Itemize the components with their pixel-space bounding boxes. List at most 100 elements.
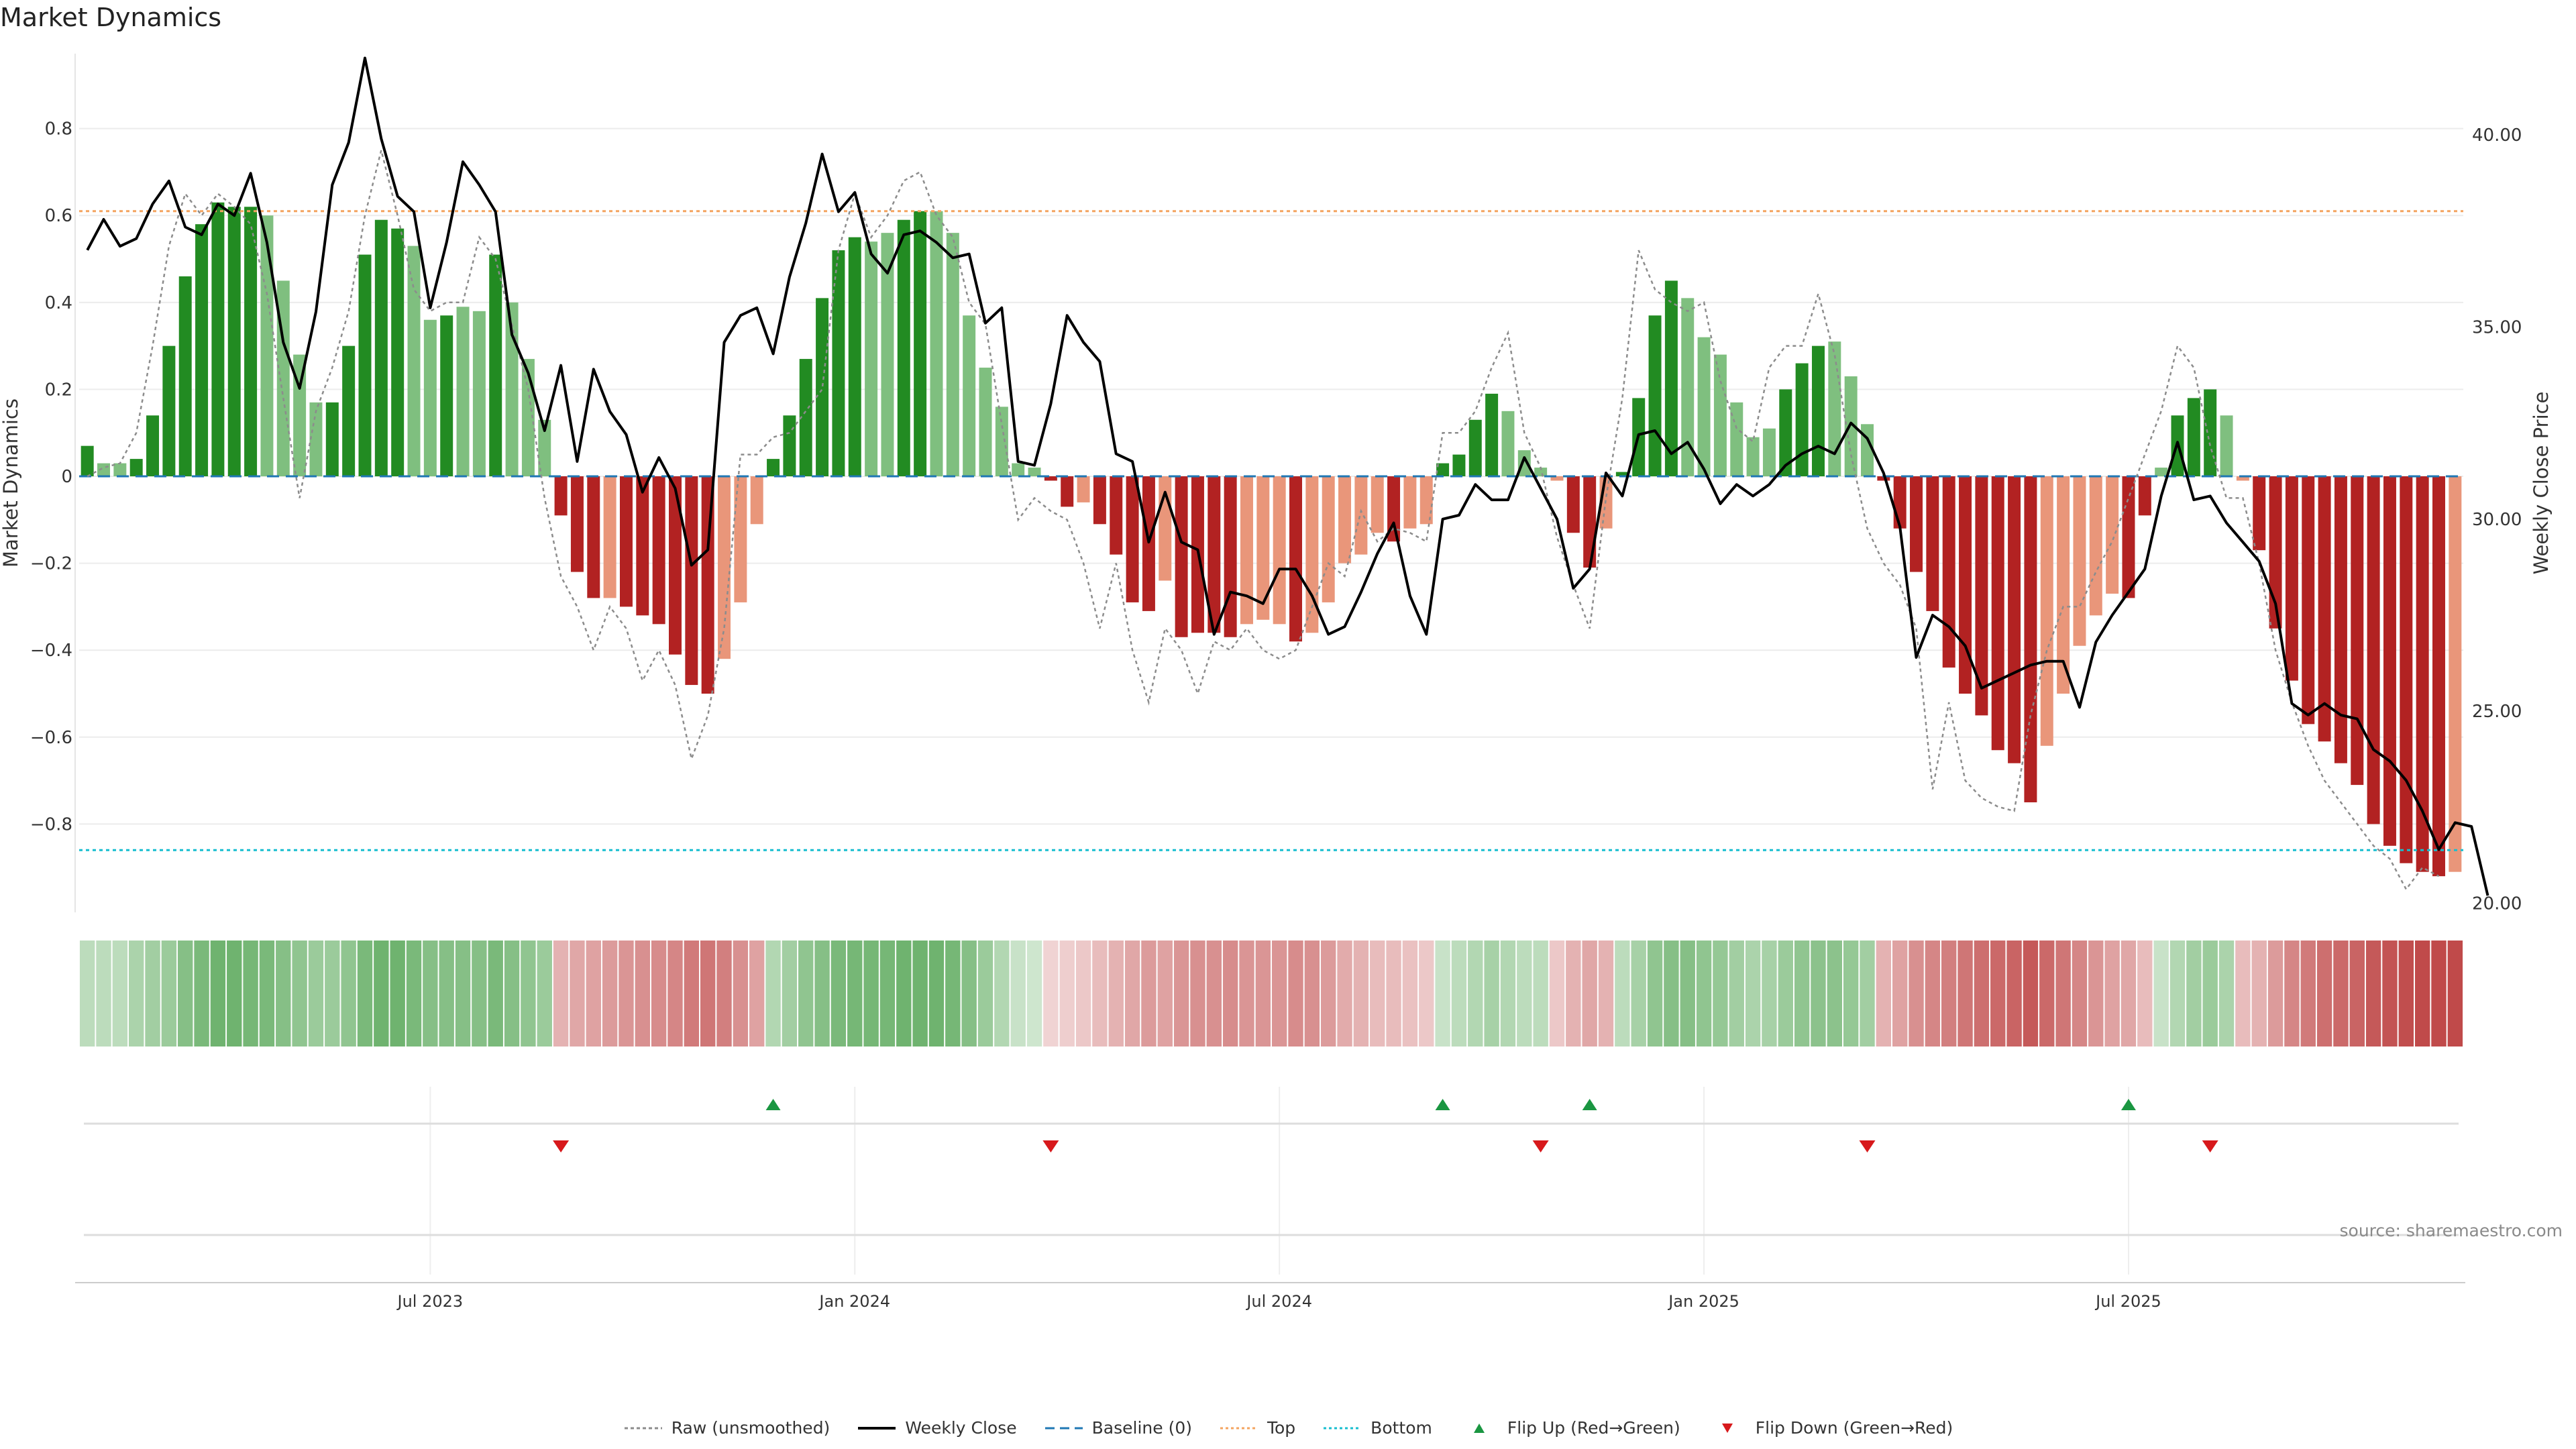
dynamics-bar bbox=[162, 345, 176, 477]
y-axis-title: Market Dynamics bbox=[0, 398, 22, 568]
dynamics-bar bbox=[1468, 419, 1482, 477]
y-tick-label: −0.4 bbox=[30, 641, 72, 661]
heat-strip-cell bbox=[145, 941, 160, 1046]
heat-strip-cell bbox=[1745, 941, 1761, 1046]
bars-layer bbox=[80, 202, 2462, 877]
dynamics-bar bbox=[1208, 476, 1221, 633]
dynamics-bar bbox=[2400, 476, 2413, 863]
heat-strip-cell bbox=[765, 941, 781, 1046]
dynamics-bar bbox=[1517, 450, 1531, 477]
dynamics-bar bbox=[1240, 476, 1253, 625]
dynamics-bar bbox=[2367, 476, 2380, 824]
dynamics-bar bbox=[1452, 454, 1466, 477]
dynamics-bar bbox=[407, 246, 421, 477]
heat-strip-cell bbox=[961, 941, 977, 1046]
dynamics-bar bbox=[1550, 476, 1564, 481]
legend-item-flip_down: Flip Down (Green→Red) bbox=[1707, 1418, 1953, 1438]
heat-strip-cell bbox=[1222, 941, 1238, 1046]
legend-item-bottom: Bottom bbox=[1322, 1418, 1432, 1438]
dynamics-bar bbox=[914, 211, 927, 477]
dynamics-bar bbox=[1566, 476, 1580, 533]
heat-strip-cell bbox=[2431, 941, 2447, 1046]
heat-strip-cell bbox=[1794, 941, 1810, 1046]
heat-strip-cell bbox=[667, 941, 683, 1046]
x-tick-label: Jul 2023 bbox=[396, 1292, 464, 1311]
dynamics-bar bbox=[325, 402, 339, 477]
heat-strip-cell bbox=[1370, 941, 1385, 1046]
dynamics-bar bbox=[2253, 476, 2266, 551]
x-tick-label: Jan 2025 bbox=[1667, 1292, 1739, 1311]
dynamics-bar bbox=[2008, 476, 2021, 763]
heat-strip-cell bbox=[684, 941, 700, 1046]
flip-down-marker bbox=[1859, 1140, 1876, 1152]
heat-strip-cell bbox=[602, 941, 618, 1046]
heat-strip-cell bbox=[308, 941, 324, 1046]
lines-layer bbox=[79, 56, 2489, 896]
legend-swatch-flip_down bbox=[1707, 1421, 1748, 1435]
heat-strip-cell bbox=[537, 941, 552, 1046]
dynamics-bar bbox=[2057, 476, 2070, 694]
dynamics-bar bbox=[309, 402, 323, 477]
heat-strip-cell bbox=[553, 941, 569, 1046]
dynamics-bar bbox=[2236, 476, 2249, 481]
heat-strip-cell bbox=[1876, 941, 1892, 1046]
y-tick-label: 0.2 bbox=[45, 380, 72, 400]
dynamics-bar bbox=[2285, 476, 2298, 681]
dynamics-bar bbox=[1305, 476, 1319, 633]
heat-strip-cell bbox=[1974, 941, 1990, 1046]
dynamics-bar bbox=[1224, 476, 1237, 637]
dynamics-bar bbox=[1338, 476, 1352, 564]
y-tick-label: −0.8 bbox=[30, 814, 72, 835]
heat-strip-cell bbox=[1713, 941, 1728, 1046]
heat-strip-cell bbox=[325, 941, 340, 1046]
legend-item-top: Top bbox=[1219, 1418, 1295, 1438]
heat-strip-cell bbox=[2398, 941, 2414, 1046]
heat-strip-cell bbox=[847, 941, 863, 1046]
flip-down-marker bbox=[1042, 1140, 1059, 1152]
dynamics-bar bbox=[1828, 341, 1841, 477]
dynamics-bar bbox=[2351, 476, 2364, 786]
dynamics-bar bbox=[946, 233, 959, 477]
dynamics-bar bbox=[1289, 476, 1303, 642]
heat-strip-cell bbox=[912, 941, 928, 1046]
heat-strip-cell bbox=[1582, 941, 1597, 1046]
dynamics-bar bbox=[1061, 476, 1074, 507]
heat-strip-cell bbox=[112, 941, 128, 1046]
heat-strip-cell bbox=[2251, 941, 2267, 1046]
heat-strip-cell bbox=[1239, 941, 1254, 1046]
legend-label: Raw (unsmoothed) bbox=[671, 1418, 830, 1438]
dynamics-bar bbox=[1371, 476, 1384, 533]
dynamics-bar bbox=[587, 476, 600, 598]
heat-strip-cell bbox=[2414, 941, 2430, 1046]
heat-strip-cell bbox=[521, 941, 536, 1046]
flip-down-marker bbox=[553, 1140, 570, 1152]
heat-strip-cell bbox=[276, 941, 291, 1046]
chart-legend: Raw (unsmoothed) Weekly Close Baseline (0)… bbox=[0, 1418, 2576, 1438]
heat-strip-cell bbox=[1010, 941, 1026, 1046]
dynamics-bar bbox=[2383, 476, 2396, 846]
heat-strip-cell bbox=[227, 941, 242, 1046]
heat-strip-cell bbox=[1892, 941, 1908, 1046]
heat-strip-cell bbox=[1108, 941, 1124, 1046]
dynamics-bar bbox=[1387, 476, 1401, 542]
heat-strip-cell bbox=[2333, 941, 2349, 1046]
dynamics-bar bbox=[2302, 476, 2315, 724]
y2-tick-label: 30.00 bbox=[2472, 510, 2522, 530]
heat-strip-cell bbox=[79, 941, 95, 1046]
dynamics-bar bbox=[1877, 476, 1890, 481]
heat-strip-cell bbox=[2104, 941, 2120, 1046]
heat-strip-cell bbox=[2006, 941, 2022, 1046]
dynamics-bar bbox=[227, 207, 241, 477]
legend-swatch-flip_up bbox=[1459, 1421, 1499, 1435]
dynamics-bar bbox=[669, 476, 682, 655]
dynamics-bar bbox=[391, 228, 405, 477]
dynamics-bar bbox=[1501, 411, 1515, 477]
heat-strip-cell bbox=[1647, 941, 1663, 1046]
dynamics-bar bbox=[456, 307, 470, 477]
heat-strip-cell bbox=[1435, 941, 1450, 1046]
y2-tick-label: 35.00 bbox=[2472, 317, 2522, 337]
heat-strip-cell bbox=[1321, 941, 1336, 1046]
raw-series-line bbox=[87, 150, 2440, 891]
heat-strip-cell bbox=[2137, 941, 2153, 1046]
legend-swatch-bottom bbox=[1322, 1421, 1362, 1435]
